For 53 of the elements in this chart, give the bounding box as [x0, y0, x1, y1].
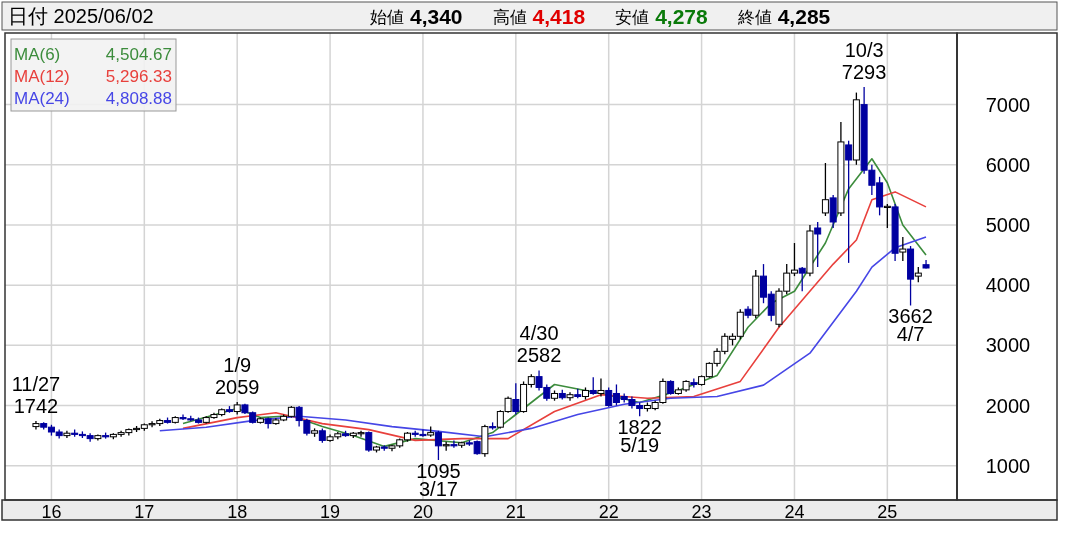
x-tick-label: 21: [505, 502, 526, 522]
x-tick-label: 24: [784, 502, 805, 522]
annotation: 1/9: [223, 353, 252, 376]
candlestick: [566, 391, 574, 402]
x-tick-label: 17: [134, 502, 155, 522]
annotation: 2059: [214, 375, 260, 398]
candlestick: [899, 236, 907, 262]
annotation: 11/27: [11, 373, 61, 396]
text: 4,285: [777, 5, 831, 28]
legend: MA(6) 4,504.67 MA(12) 5,296.33 MA(24) 4,808.88: [10, 38, 177, 112]
candlestick: [450, 439, 458, 449]
text: 安値: [615, 8, 650, 27]
x-tick-label: 22: [598, 502, 619, 522]
text: 始値: [370, 8, 404, 27]
x-tick-label: 23: [691, 502, 712, 522]
annotation: 10/3: [844, 38, 884, 61]
annotation: 1742: [13, 395, 59, 418]
annotation: 4/7: [896, 323, 925, 346]
candlestick: [821, 162, 829, 217]
candlestick: [883, 203, 891, 229]
candlestick: [845, 140, 853, 264]
x-tick-label: 20: [412, 502, 433, 522]
text: 4,418: [532, 5, 586, 28]
annotation: 5/19: [620, 434, 660, 457]
annotation: 2582: [516, 344, 562, 367]
x-tick-label: 18: [227, 502, 248, 522]
candlestick: [512, 382, 520, 416]
x-tick-label: 25: [877, 502, 898, 522]
y-tick-label: 2000: [985, 394, 1031, 417]
candlestick: [365, 430, 373, 453]
text: 4,340: [410, 5, 463, 28]
y-tick-label: 7000: [985, 93, 1031, 116]
candlestick: [597, 377, 605, 398]
y-tick-label: 6000: [985, 153, 1031, 176]
annotation: 4,808.88: [105, 89, 172, 108]
chart-title: 日付 2025/06/02: [8, 5, 154, 27]
annotation: 7293: [841, 60, 887, 83]
candlestick: [798, 266, 806, 292]
text: 終値: [736, 8, 772, 27]
text: 4,278: [655, 5, 708, 28]
y-tick-label: 3000: [985, 334, 1031, 357]
candlestick: [434, 430, 442, 461]
annotation: 5,296.33: [105, 67, 172, 86]
y-tick-label: 1000: [985, 454, 1031, 477]
annotation: 4/30: [519, 322, 559, 345]
candlestick: [814, 221, 822, 268]
x-tick-label: 19: [320, 502, 341, 522]
text: 高値: [492, 8, 527, 27]
candlestick: [32, 420, 40, 431]
y-tick-label: 5000: [985, 213, 1031, 236]
annotation: 4,504.67: [105, 45, 172, 64]
y-tick-label: 4000: [985, 274, 1031, 297]
x-tick-label: 16: [41, 502, 62, 522]
